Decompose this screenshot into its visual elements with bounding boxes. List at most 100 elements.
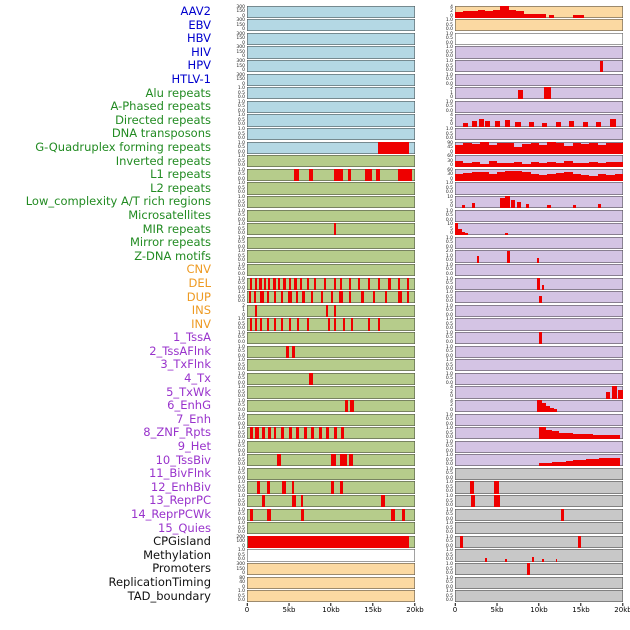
signal-bar <box>560 508 565 521</box>
signal-bar <box>555 172 565 182</box>
y-tick-label: 1.0 <box>237 222 245 228</box>
signal-bar <box>493 481 499 494</box>
y-tick-label: 100 <box>236 539 245 545</box>
axis-tick-mark <box>246 603 248 607</box>
signal-bar <box>497 171 506 182</box>
y-axis-ticks: 2.0 1.0 0.0 <box>415 250 455 263</box>
signal-bar <box>589 175 598 182</box>
y-tick-label: 1.0 <box>445 534 453 540</box>
signal-bar <box>539 145 548 154</box>
signal-bar <box>300 508 305 521</box>
y-tick-label: 0.5 <box>445 444 453 450</box>
y-tick-label: 1.0 <box>445 18 453 24</box>
y-tick-label: 0.0 <box>445 557 453 563</box>
signal-bar <box>492 9 501 18</box>
right-track-plot <box>455 440 623 453</box>
track-label: Z-DNA motifs <box>134 248 211 263</box>
signal-bar <box>471 161 481 168</box>
y-tick-label: 4 <box>450 113 453 119</box>
x-axis-tick: 10kb <box>530 603 548 615</box>
track-label: HTLV-1 <box>171 72 211 87</box>
y-tick-label: 1.0 <box>237 140 245 146</box>
y-tick-label: 1.0 <box>237 548 245 554</box>
right-track-plot <box>455 236 623 249</box>
signal-bar <box>299 277 302 290</box>
y-tick-label: 0.5 <box>445 22 453 28</box>
y-tick-label: 0.0 <box>237 231 245 237</box>
y-tick-label: 0 <box>242 13 245 19</box>
signal-bar <box>589 161 598 168</box>
signal-bar <box>455 174 464 182</box>
y-tick-label: 1.0 <box>445 31 453 37</box>
track-label: DNA transposons <box>111 126 211 141</box>
signal-bar <box>367 277 370 290</box>
signal-bar <box>388 277 391 290</box>
x-axis-tick: 0 <box>245 603 249 615</box>
signal-bar <box>406 277 409 290</box>
y-tick-label: 0 <box>242 571 245 577</box>
y-tick-label: 1.0 <box>237 86 245 92</box>
signal-bar <box>505 558 507 562</box>
y-tick-label: 1.0 <box>445 303 453 309</box>
y-tick-label: 0.0 <box>445 326 453 332</box>
x-axis-left: 0 5kb 10kb 15kb 20kb <box>245 603 424 621</box>
left-track-plot <box>247 563 415 576</box>
y-tick-label: 0.5 <box>445 49 453 55</box>
left-track-plot <box>247 467 415 481</box>
signal-bar <box>564 145 573 154</box>
signal-bar <box>378 318 380 331</box>
y-axis-ticks: 1.0 0.5 0.0 <box>415 576 455 590</box>
signal-bar <box>455 145 464 154</box>
signal-bar <box>402 508 405 521</box>
y-tick-label: 0 <box>450 407 453 413</box>
x-axis-tick-label: 5kb <box>490 606 504 615</box>
y-tick-label: 0.5 <box>445 376 453 382</box>
track-label: 9_Het <box>177 439 211 454</box>
signal-bar <box>340 277 343 290</box>
signal-bar <box>597 162 607 168</box>
y-tick-label: 1.0 <box>237 439 245 445</box>
signal-bar <box>375 168 380 182</box>
y-tick-label: 0.5 <box>445 308 453 314</box>
left-track-plot <box>247 549 415 562</box>
signal-bar <box>357 277 361 290</box>
y-axis-ticks: 300 150 0 <box>214 5 247 19</box>
left-track-plot <box>247 576 415 589</box>
signal-bar <box>597 203 602 209</box>
signal-bar <box>295 291 298 304</box>
signal-bar <box>522 144 531 154</box>
signal-bar <box>361 291 364 304</box>
track-row: CPGisland 200 100 0 1.0 0.5 0.0 <box>8 535 630 549</box>
y-axis-ticks: 90 45 0 <box>415 141 455 154</box>
y-tick-label: 0 <box>242 68 245 74</box>
right-track-plot <box>455 291 623 304</box>
track-label: 6_EnhG <box>167 398 211 413</box>
x-axis-tick-label: 10kb <box>530 606 548 615</box>
y-axis-ticks: 1.0 0.5 0.0 <box>415 359 455 372</box>
y-tick-label: 0.5 <box>237 253 245 259</box>
signal-bar <box>572 162 581 168</box>
left-track-plot <box>247 87 415 100</box>
y-tick-label: 0.0 <box>445 584 453 590</box>
y-tick-label: 1.0 <box>237 99 245 105</box>
signal-bar <box>544 87 551 100</box>
y-axis-ticks: 1.0 0.5 0.0 <box>214 372 247 385</box>
y-tick-label: 1.0 <box>445 208 453 214</box>
signal-bar <box>485 10 493 18</box>
y-tick-label: 0.5 <box>237 321 245 327</box>
left-track-plot <box>247 60 415 73</box>
y-axis-ticks: 1.0 0.5 0.0 <box>415 549 455 563</box>
signal-bar <box>531 14 539 18</box>
track-label: Inverted repeats <box>115 153 211 168</box>
track-label: TAD_boundary <box>127 588 211 603</box>
right-track-plot <box>455 522 623 535</box>
signal-bar <box>462 11 471 18</box>
signal-bar <box>572 204 576 209</box>
left-track-plot <box>247 19 415 32</box>
y-tick-label: 0.0 <box>445 54 453 60</box>
y-axis-ticks: 1.0 0.5 0.0 <box>214 140 247 154</box>
y-tick-label: 200 <box>236 534 245 540</box>
y-tick-label: 0 <box>242 81 245 87</box>
signal-bar <box>579 459 587 467</box>
track-label: 2_TssAFlnk <box>149 343 211 358</box>
